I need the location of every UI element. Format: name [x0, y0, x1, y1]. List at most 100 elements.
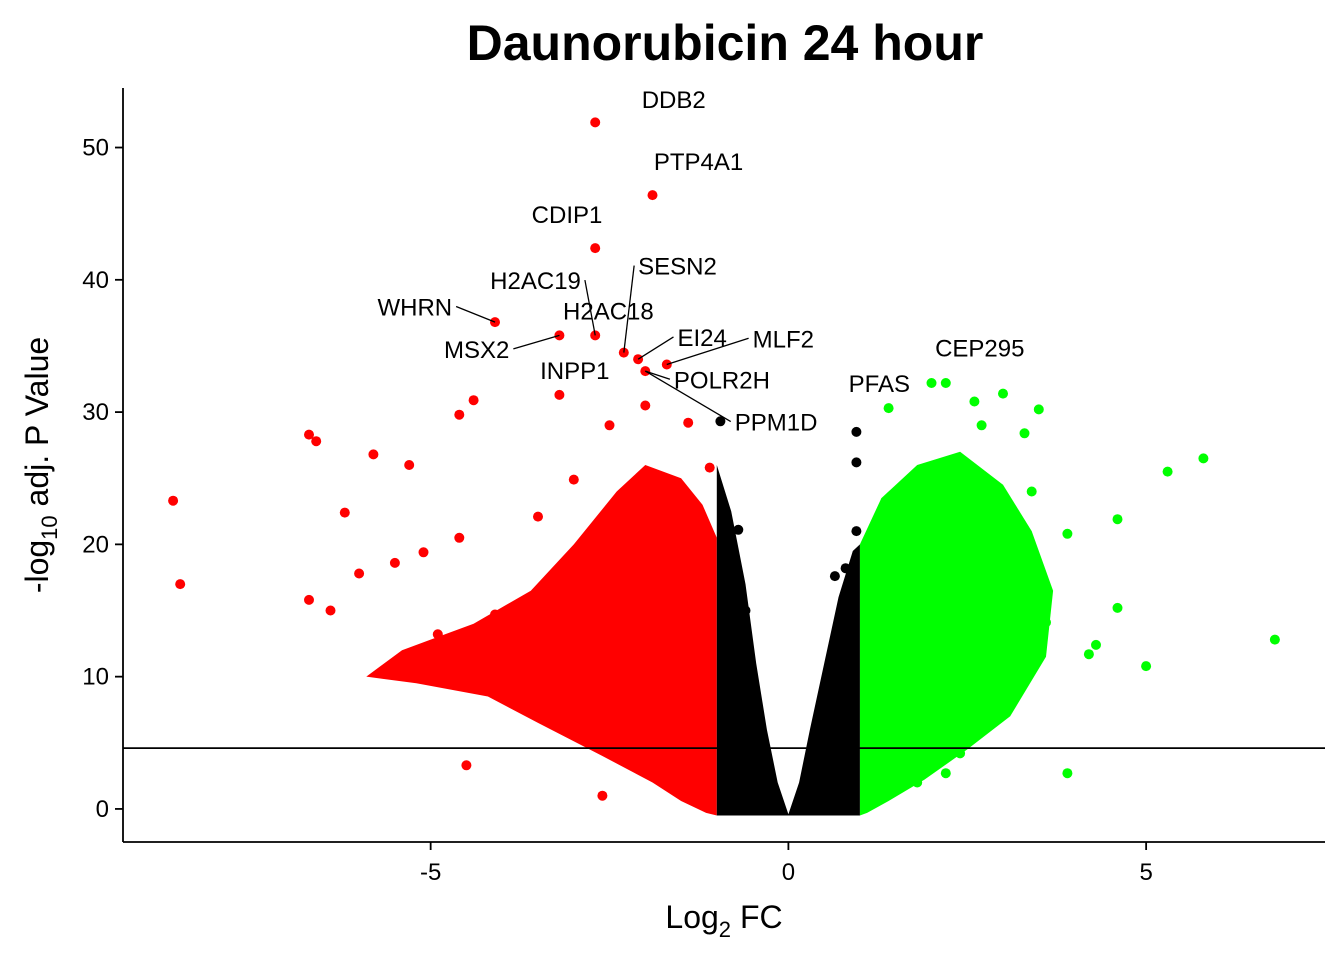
data-point-up	[1162, 466, 1173, 477]
y-tick-label: 40	[82, 267, 109, 294]
gene-label: POLR2H	[674, 367, 770, 394]
data-point-ns	[840, 563, 851, 574]
leader-line	[637, 336, 674, 360]
y-tick-label: 30	[82, 399, 109, 426]
gene-label: PPM1D	[735, 410, 818, 437]
label-leader-lines	[455, 265, 749, 423]
data-point-down	[311, 436, 322, 447]
data-point-down	[354, 568, 365, 579]
gene-label: CEP295	[935, 336, 1024, 363]
leader-line	[455, 305, 496, 323]
data-point-down	[533, 511, 543, 522]
data-point-up	[1033, 404, 1044, 415]
data-point-up	[1198, 453, 1209, 464]
data-point-down	[389, 557, 400, 568]
gene-label: EI24	[677, 325, 726, 352]
data-point-down	[683, 417, 694, 428]
y-tick-label: 50	[82, 135, 109, 162]
gene-label: PFAS	[849, 371, 910, 398]
data-point-down	[461, 760, 472, 771]
data-point-down	[590, 117, 601, 128]
data-point-ns	[851, 457, 862, 468]
data-point-down	[590, 243, 601, 254]
gene-label: H2AC19	[490, 268, 581, 295]
y-tick-label: 10	[82, 664, 109, 691]
data-point-down	[604, 420, 615, 431]
gene-label: DDB2	[642, 87, 706, 114]
data-point-down	[490, 609, 500, 620]
data-point-down	[304, 429, 314, 440]
data-point-up	[969, 396, 980, 407]
non-significant-cloud	[716, 465, 860, 816]
data-point-up	[883, 403, 894, 414]
data-point-up	[1091, 639, 1101, 650]
data-point-up	[1141, 661, 1152, 672]
data-point-up	[940, 768, 951, 779]
y-axis-title: -log10 adj. P Value	[19, 337, 62, 593]
leader-line	[666, 337, 749, 366]
data-point-ns	[829, 571, 840, 582]
data-point-up	[1041, 617, 1051, 628]
data-point-down	[454, 409, 465, 420]
data-point-ns	[733, 524, 744, 535]
data-point-down	[568, 474, 579, 485]
data-point-down	[590, 330, 601, 341]
y-tick-label: 20	[82, 531, 109, 558]
data-point-down	[168, 495, 179, 506]
data-point-down	[618, 347, 629, 358]
gene-labels: DDB2 PTP4A1 CDIP1 SESN2 H2AC19 WHRN H2AC18 MSX2…	[377, 87, 1024, 437]
gene-label: INPP1	[540, 358, 609, 385]
data-point-up	[998, 388, 1008, 399]
gene-label: CDIP1	[532, 202, 603, 229]
data-point-up	[1062, 528, 1073, 539]
data-point-ns	[851, 426, 862, 437]
gene-label: PTP4A1	[654, 149, 743, 176]
x-tick-label: 0	[782, 859, 795, 886]
data-point-down	[432, 629, 443, 640]
data-point-up	[1019, 428, 1030, 439]
data-point-up	[912, 777, 923, 788]
data-point-down	[554, 389, 565, 400]
up-regulated-cloud	[859, 451, 1054, 816]
y-tick-label: 0	[96, 796, 109, 823]
y-axis-ticks: 0 10 20 30 40 50	[82, 135, 123, 823]
x-axis-title: Log2 FC	[665, 899, 782, 942]
data-point-down	[575, 708, 586, 719]
data-point-ns	[740, 605, 751, 616]
leader-line	[623, 265, 635, 353]
gene-label: WHRN	[377, 295, 452, 322]
x-tick-label: 5	[1139, 859, 1152, 886]
data-point-down	[454, 532, 465, 543]
data-point-ns	[726, 536, 737, 547]
data-point-down	[325, 605, 336, 616]
leader-line	[584, 279, 596, 336]
data-point-down	[525, 654, 536, 665]
data-point-down	[640, 400, 651, 411]
data-point-up	[1112, 514, 1123, 525]
data-point-up	[955, 748, 966, 759]
data-point-up	[869, 777, 880, 788]
data-point-down	[618, 737, 629, 748]
leader-line	[513, 334, 560, 350]
data-point-ns	[851, 526, 862, 537]
data-point-down	[647, 190, 658, 201]
data-point-up	[926, 378, 937, 388]
gene-label: SESN2	[638, 254, 717, 281]
data-point-down	[368, 449, 379, 460]
data-point-up	[1062, 768, 1073, 779]
data-point-up	[1269, 634, 1280, 645]
data-point-up	[998, 571, 1008, 582]
down-regulated-cloud	[366, 465, 717, 816]
data-point-down	[404, 460, 415, 470]
data-point-down	[418, 547, 429, 558]
data-point-down	[468, 395, 479, 406]
chart-title: Daunorubicin 24 hour	[467, 15, 984, 71]
data-point-up	[940, 378, 951, 388]
data-point-down	[704, 462, 715, 473]
x-tick-label: -5	[420, 859, 441, 886]
data-point-up	[1026, 486, 1037, 497]
data-point-down	[633, 354, 644, 365]
x-axis-ticks: -5 0 5	[420, 842, 1153, 886]
data-point-up	[1112, 602, 1123, 613]
